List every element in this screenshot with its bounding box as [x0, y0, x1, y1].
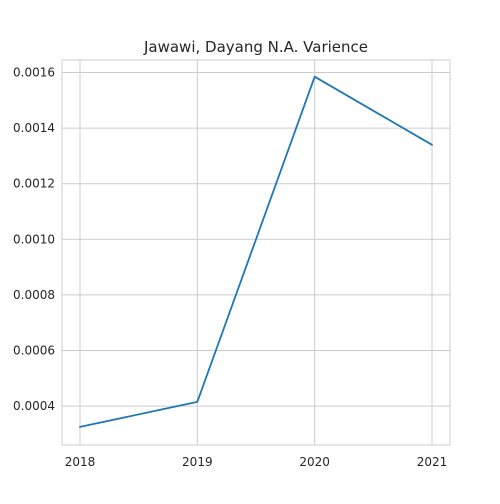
- y-tick-label: 0.0016: [13, 66, 55, 80]
- x-tick-label: 2021: [417, 455, 448, 469]
- y-tick-label: 0.0006: [13, 343, 55, 357]
- series-line: [80, 77, 432, 427]
- x-axis-tick-labels: 2018 2019 2020 2021: [65, 455, 448, 469]
- y-tick-label: 0.0012: [13, 177, 55, 191]
- y-tick-label: 0.0010: [13, 232, 55, 246]
- y-tick-label: 0.0014: [13, 121, 55, 135]
- x-tick-label: 2020: [299, 455, 330, 469]
- plot-frame: [62, 60, 450, 445]
- x-tick-label: 2019: [182, 455, 213, 469]
- y-axis-tick-labels: 0.0004 0.0006 0.0008 0.0010 0.0012 0.0014 0.00…: [13, 66, 55, 414]
- x-tick-label: 2018: [65, 455, 96, 469]
- series-lines: [80, 77, 432, 427]
- chart-title: Jawawi, Dayang N.A. Varience: [143, 38, 368, 56]
- y-tick-label: 0.0008: [13, 288, 55, 302]
- y-tick-label: 0.0004: [13, 399, 55, 413]
- grid-lines: [62, 60, 450, 445]
